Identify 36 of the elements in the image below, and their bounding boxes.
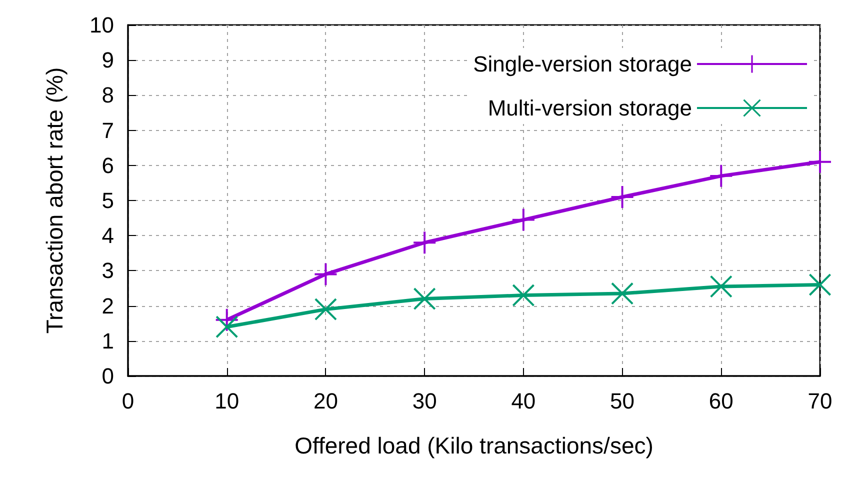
x-axis-title: Offered load (Kilo transactions/sec) (294, 432, 654, 458)
y-tick-label: 7 (102, 118, 114, 143)
point (809, 274, 831, 296)
y-tick-label: 2 (102, 293, 114, 318)
y-tick-label: 9 (102, 48, 114, 73)
y-tick-label: 3 (102, 258, 114, 284)
x-tick-label: 10 (214, 388, 240, 414)
legend-label: Single-version storage (473, 52, 692, 76)
point (414, 288, 436, 310)
x-tick-label: 70 (808, 388, 832, 414)
point (710, 275, 732, 298)
y-tick-label: 1 (102, 328, 114, 354)
point (611, 186, 634, 208)
y-tick-label: 5 (102, 188, 114, 213)
x-tick-label: 60 (708, 388, 734, 414)
y-tick-label: 8 (102, 82, 114, 108)
point (414, 232, 436, 254)
x-tick-label: 20 (313, 388, 338, 414)
point (314, 263, 337, 286)
y-axis-title: Transaction abort rate (%) (42, 67, 68, 334)
point (611, 282, 634, 305)
point (809, 150, 831, 173)
y-tick-label: 4 (102, 223, 114, 248)
x-tick-label: 30 (412, 388, 437, 414)
y-tick-label: 10 (90, 12, 114, 38)
point (512, 208, 534, 231)
y-tick-label: 6 (102, 152, 114, 178)
x-tick-label: 40 (511, 388, 536, 414)
point (512, 284, 534, 306)
point (314, 298, 337, 320)
point (216, 316, 238, 338)
legend-label: Multi-version storage (488, 96, 692, 120)
x-tick-label: 50 (610, 388, 635, 414)
point (710, 164, 732, 187)
x-tick-label: 0 (122, 388, 134, 414)
y-tick-label: 0 (102, 364, 114, 388)
